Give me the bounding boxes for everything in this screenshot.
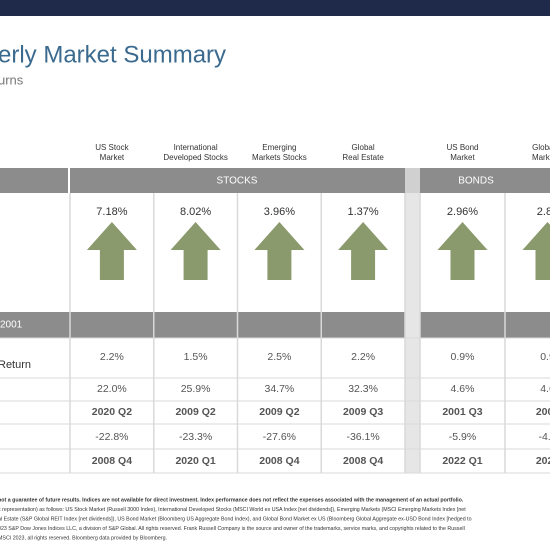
bonds-band (420, 168, 550, 193)
cell: -23.3% (179, 431, 212, 443)
up-arrow (338, 222, 389, 280)
cell: 2009 Q2 (259, 406, 299, 418)
cell: 2.2% (100, 351, 124, 363)
return-value: 2.96% (447, 206, 478, 218)
cell: 2008 Q4 (92, 455, 132, 467)
return-value: 7.18% (96, 206, 127, 218)
column-header: Emerging (262, 143, 296, 152)
row-label: Return (0, 359, 31, 371)
cell: 0.9% (451, 351, 475, 363)
gap (405, 193, 420, 473)
up-arrow (522, 222, 550, 280)
cell: 2020 Q1 (175, 455, 215, 467)
cell: 2008 (536, 406, 550, 418)
subtitle: urns (0, 72, 24, 87)
cell: -36.1% (346, 431, 379, 443)
cell: 2008 Q4 (259, 455, 299, 467)
column-header: Market (450, 153, 475, 162)
cell: -5.9% (449, 431, 476, 443)
column-header: Global (352, 143, 375, 152)
cell: 4.6 (540, 383, 550, 395)
footnote: not a guarantee of future results. Indic… (0, 497, 464, 503)
cell: 2009 Q2 (175, 406, 215, 418)
column-header: US Stock (95, 143, 129, 152)
band (0, 168, 68, 193)
column-header: International (174, 143, 218, 152)
return-value: 3.96% (264, 206, 295, 218)
title: erly Market Summary (0, 41, 226, 68)
cell: 2.2% (351, 351, 375, 363)
cell: 2022 (536, 455, 550, 467)
cell: 2009 Q3 (343, 406, 383, 418)
cell: -27.6% (263, 431, 296, 443)
footnote: MSCI 2023, all rights reserved. Bloomber… (0, 535, 167, 541)
return-value: 2.86 (537, 206, 550, 218)
column-header: Global B (532, 143, 550, 152)
column-header: US Bond (446, 143, 478, 152)
stocks-band (70, 168, 405, 193)
column-header: Real Estate (342, 153, 384, 162)
cell: 22.0% (97, 383, 127, 395)
column-header: Market (100, 153, 125, 162)
top-bar (0, 0, 550, 16)
up-arrow (170, 222, 221, 280)
return-value: 8.02% (180, 206, 211, 218)
column-header: Markets Stocks (252, 153, 307, 162)
section-band (0, 312, 550, 338)
cell: 2.5% (267, 351, 291, 363)
cell: 2001 Q3 (442, 406, 482, 418)
column-header: Market e (532, 153, 550, 162)
cell: 4.6% (451, 383, 475, 395)
cell: 2022 Q1 (442, 455, 482, 467)
up-arrow (254, 222, 305, 280)
cell: 2020 Q2 (92, 406, 132, 418)
footnote: 023 S&P Dow Jones Indices LLC, a divisio… (0, 526, 465, 532)
cell: 25.9% (181, 383, 211, 395)
up-arrow (437, 222, 488, 280)
cell: 1.5% (184, 351, 208, 363)
footnote: al Estate (S&P Global REIT Index [net di… (0, 516, 472, 522)
up-arrow (86, 222, 137, 280)
footnote: x representation) as follows: US Stock M… (0, 507, 466, 513)
cell: 34.7% (265, 383, 295, 395)
return-value: 1.37% (347, 206, 378, 218)
cell: -4.1 (538, 431, 550, 443)
cell: 0.9 (540, 351, 550, 363)
cell: 2008 Q4 (343, 455, 383, 467)
group-label: BONDS (458, 176, 494, 187)
column-header: Developed Stocks (163, 153, 227, 162)
cell: -22.8% (95, 431, 128, 443)
section-label: 2001 (0, 320, 23, 331)
cell: 32.3% (348, 383, 378, 395)
gap (405, 168, 420, 193)
group-label: STOCKS (217, 176, 258, 187)
